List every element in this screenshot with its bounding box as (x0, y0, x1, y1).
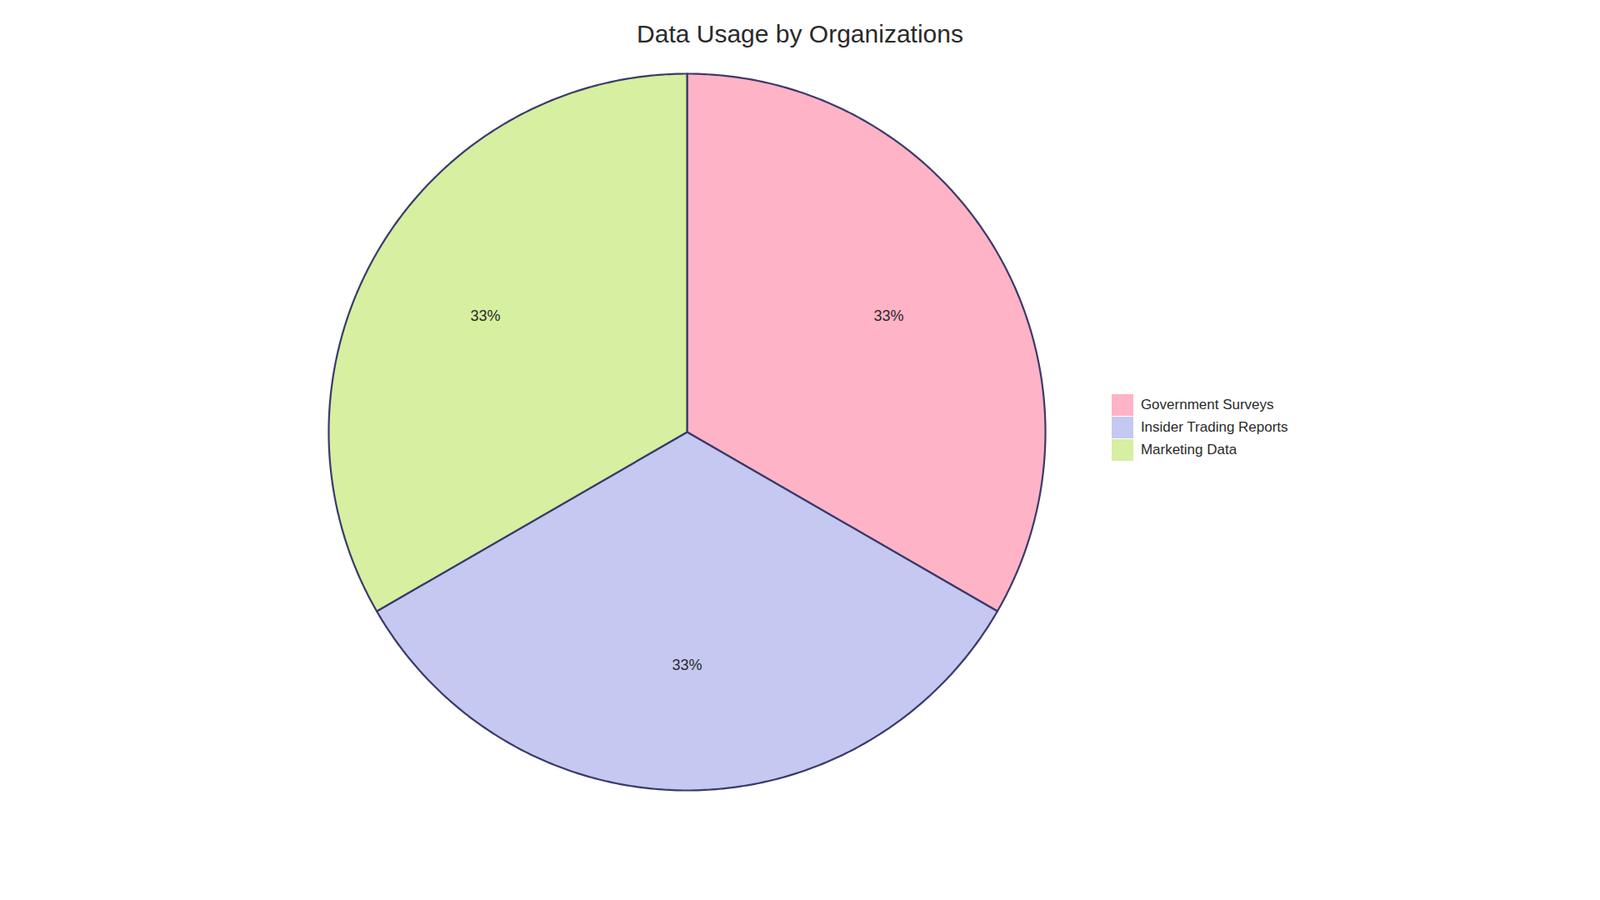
html-text:Government Surveys: Government Surveys (1140, 396, 1274, 413)
html-text:Insider Trading Reports: Insider Trading Reports (1140, 419, 1288, 436)
svg-text:33%: 33% (874, 307, 905, 325)
html-text:Data Usage by Organizations: Data Usage by Organizations (636, 20, 964, 48)
svg-text:33%: 33% (672, 656, 703, 674)
html-text:Marketing Data: Marketing Data (1140, 441, 1237, 458)
svg-text:33%: 33% (470, 307, 501, 325)
